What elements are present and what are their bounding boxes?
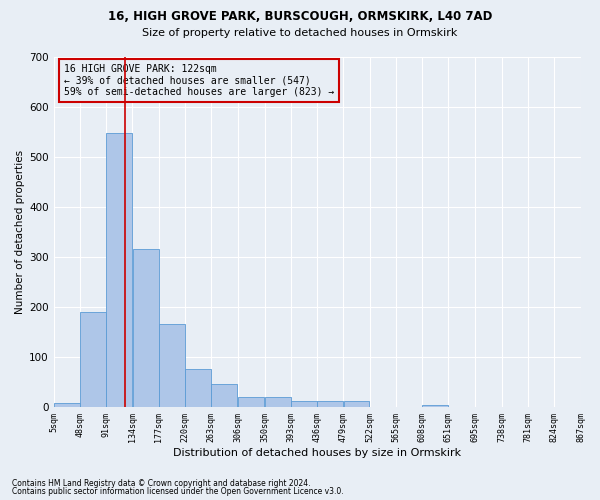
Bar bbox=[106, 133, 133, 407]
Bar bbox=[344, 401, 370, 407]
Bar bbox=[265, 397, 290, 407]
Text: Contains HM Land Registry data © Crown copyright and database right 2024.: Contains HM Land Registry data © Crown c… bbox=[12, 478, 311, 488]
Bar bbox=[422, 404, 448, 407]
Text: Size of property relative to detached houses in Ormskirk: Size of property relative to detached ho… bbox=[142, 28, 458, 38]
Bar bbox=[211, 384, 238, 407]
Bar bbox=[317, 401, 343, 407]
Bar bbox=[185, 369, 211, 407]
Text: 16 HIGH GROVE PARK: 122sqm
← 39% of detached houses are smaller (547)
59% of sem: 16 HIGH GROVE PARK: 122sqm ← 39% of deta… bbox=[64, 64, 334, 96]
Bar bbox=[80, 312, 106, 407]
Bar bbox=[159, 324, 185, 407]
Bar bbox=[238, 397, 264, 407]
Bar bbox=[291, 401, 317, 407]
Bar bbox=[54, 403, 80, 407]
Y-axis label: Number of detached properties: Number of detached properties bbox=[15, 150, 25, 314]
Text: Contains public sector information licensed under the Open Government Licence v3: Contains public sector information licen… bbox=[12, 487, 344, 496]
X-axis label: Distribution of detached houses by size in Ormskirk: Distribution of detached houses by size … bbox=[173, 448, 461, 458]
Text: 16, HIGH GROVE PARK, BURSCOUGH, ORMSKIRK, L40 7AD: 16, HIGH GROVE PARK, BURSCOUGH, ORMSKIRK… bbox=[108, 10, 492, 23]
Bar bbox=[133, 250, 158, 407]
